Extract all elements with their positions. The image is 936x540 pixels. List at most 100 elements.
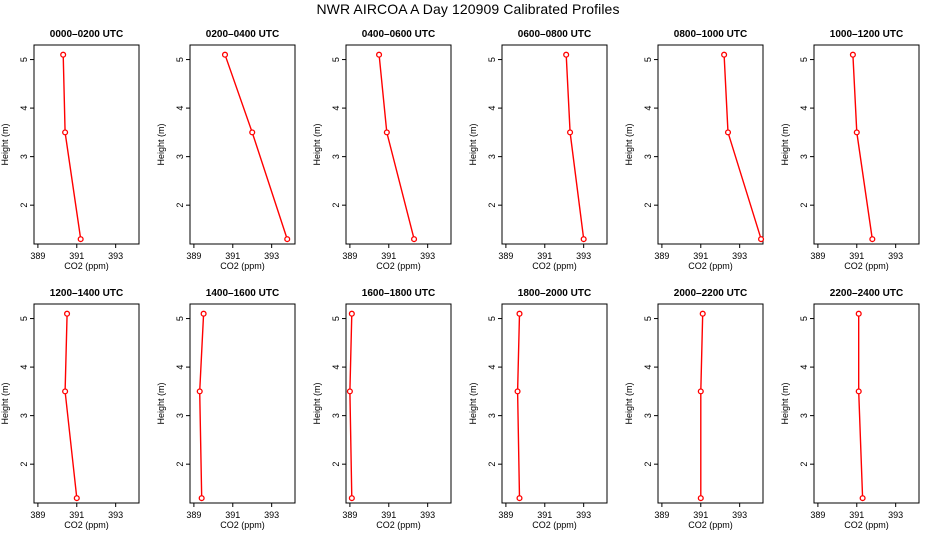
panel-title: 1600–1800 UTC — [362, 288, 435, 299]
y-tick-label: 4 — [799, 365, 809, 370]
data-point — [73, 495, 80, 502]
x-axis-label: CO2 (ppm) — [688, 520, 733, 530]
panel-title: 0800–1000 UTC — [674, 29, 747, 40]
x-tick-label: 391 — [693, 251, 708, 261]
x-tick-label: 391 — [693, 510, 708, 520]
y-axis-label: Height (m) — [624, 123, 634, 165]
data-point — [514, 388, 521, 395]
y-axis-label: Height (m) — [468, 382, 478, 424]
plot-frame — [501, 303, 608, 504]
x-tick-label: 391 — [381, 251, 396, 261]
x-tick-label: 393 — [108, 251, 123, 261]
x-tick-label: 393 — [264, 510, 279, 520]
panel-title: 1200–1400 UTC — [50, 288, 123, 299]
data-point — [196, 388, 203, 395]
data-point — [383, 129, 390, 136]
profile-line — [198, 313, 205, 499]
plot-frame — [501, 44, 608, 245]
x-tick-label: 389 — [498, 251, 513, 261]
y-tick-label: 5 — [799, 316, 809, 321]
plot-frame — [657, 44, 764, 245]
data-point — [346, 388, 353, 395]
data-point — [855, 310, 862, 317]
y-tick-label: 5 — [331, 57, 341, 62]
x-tick-label: 389 — [654, 510, 669, 520]
x-tick-label: 391 — [225, 510, 240, 520]
y-tick-label: 3 — [175, 154, 185, 159]
y-tick-label: 5 — [643, 316, 653, 321]
data-point — [284, 236, 291, 243]
y-tick-label: 4 — [175, 106, 185, 111]
x-tick-label: 389 — [342, 251, 357, 261]
panel-title: 0200–0400 UTC — [206, 29, 279, 40]
y-tick-label: 5 — [175, 316, 185, 321]
data-point — [221, 51, 229, 58]
profile-panel: 2000–2200 UTC 389 391 393 2 3 4 5 CO2 (ppm) Heigh… — [624, 288, 764, 530]
y-axis-label: Height (m) — [156, 382, 166, 424]
profile-line — [723, 54, 762, 240]
y-tick-label: 3 — [19, 413, 29, 418]
data-point — [516, 310, 523, 317]
x-tick-label: 391 — [381, 510, 396, 520]
y-tick-label: 5 — [175, 57, 185, 62]
x-tick-label: 393 — [420, 251, 435, 261]
y-axis-label: Height (m) — [624, 382, 634, 424]
profile-line — [62, 54, 82, 240]
data-point — [62, 129, 69, 136]
profile-line — [700, 313, 704, 499]
x-tick-label: 393 — [888, 251, 903, 261]
profile-line — [565, 54, 585, 240]
y-tick-label: 3 — [643, 154, 653, 159]
data-point — [580, 236, 587, 243]
data-point — [77, 236, 84, 243]
y-tick-label: 4 — [331, 365, 341, 370]
y-tick-label: 3 — [331, 154, 341, 159]
data-point — [348, 495, 355, 502]
y-tick-label: 4 — [487, 106, 497, 111]
x-tick-label: 391 — [225, 251, 240, 261]
data-point — [376, 51, 383, 58]
data-point — [64, 310, 71, 317]
x-tick-label: 391 — [537, 510, 552, 520]
profile-line — [378, 54, 415, 240]
plot-frame — [345, 303, 452, 504]
y-tick-label: 4 — [19, 106, 29, 111]
x-tick-label: 389 — [654, 251, 669, 261]
data-point — [853, 129, 860, 136]
data-point — [697, 495, 704, 502]
profile-panel: 0800–1000 UTC 389 391 393 2 3 4 5 CO2 (ppm) Heigh… — [624, 29, 765, 271]
x-tick-label: 393 — [420, 510, 435, 520]
x-tick-label: 391 — [69, 251, 84, 261]
x-axis-label: CO2 (ppm) — [376, 261, 421, 271]
plot-frame — [33, 44, 140, 245]
profile-panel: 2200–2400 UTC 389 391 393 2 3 4 5 CO2 (ppm) Heigh… — [780, 288, 920, 530]
plot-frame — [813, 303, 920, 504]
profile-panel: 1800–2000 UTC 389 391 393 2 3 4 5 CO2 (ppm) Heigh… — [468, 288, 608, 530]
x-tick-label: 393 — [732, 251, 747, 261]
x-axis-label: CO2 (ppm) — [220, 520, 265, 530]
y-tick-label: 2 — [799, 462, 809, 467]
y-axis-label: Height (m) — [312, 382, 322, 424]
plot-frame — [33, 303, 140, 504]
panel-title: 0000–0200 UTC — [50, 29, 123, 40]
x-axis-label: CO2 (ppm) — [688, 261, 733, 271]
figure-title: NWR AIRCOA A Day 120909 Calibrated Profi… — [316, 1, 620, 17]
y-tick-label: 4 — [487, 365, 497, 370]
y-axis-label: Height (m) — [312, 123, 322, 165]
y-tick-label: 3 — [799, 154, 809, 159]
data-point — [859, 495, 866, 502]
y-tick-label: 4 — [175, 365, 185, 370]
y-tick-label: 2 — [331, 462, 341, 467]
y-tick-label: 3 — [487, 154, 497, 159]
profile-line — [858, 313, 864, 499]
x-tick-label: 393 — [576, 510, 591, 520]
x-tick-label: 393 — [888, 510, 903, 520]
x-tick-label: 389 — [186, 251, 201, 261]
x-tick-label: 393 — [108, 510, 123, 520]
x-tick-label: 389 — [186, 510, 201, 520]
y-tick-label: 4 — [799, 106, 809, 111]
y-tick-label: 5 — [799, 57, 809, 62]
panel-title: 0400–0600 UTC — [362, 29, 435, 40]
y-tick-label: 2 — [487, 462, 497, 467]
